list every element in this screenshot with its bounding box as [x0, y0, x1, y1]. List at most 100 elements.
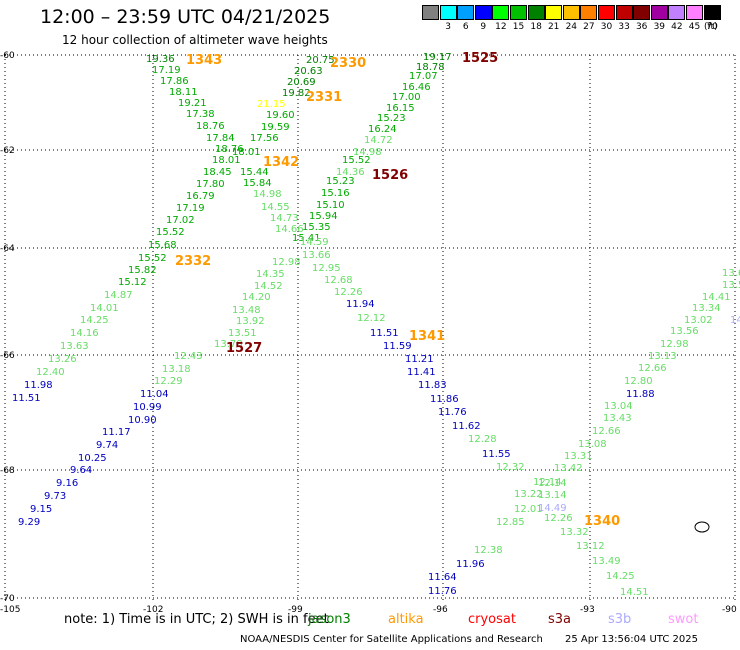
lat-lon-grid [4, 54, 736, 600]
wave-height-value: 13.26 [48, 354, 77, 365]
wave-height-value: 11.96 [456, 559, 485, 570]
legend-label: 27 [583, 22, 595, 32]
wave-height-value: 15.12 [118, 277, 147, 288]
legend-swatch [545, 5, 563, 20]
wave-height-value: 17.19 [176, 203, 205, 214]
legend-label: 15 [512, 22, 525, 32]
legend-label: 21 [547, 22, 560, 32]
lon-label: -93 [580, 605, 595, 615]
pass-number-label: 1526 [372, 168, 408, 183]
wave-height-value: 9.15 [30, 504, 52, 515]
wave-height-value: 18.01 [212, 155, 241, 166]
legend-label: 33 [618, 22, 630, 32]
island-outline [694, 521, 710, 533]
wave-height-value: 11.83 [418, 380, 447, 391]
wave-height-value: 15.23 [326, 176, 355, 187]
pass-number-label: 1341 [409, 329, 445, 344]
wave-height-value: 11.62 [452, 421, 481, 432]
legend-label: 42 [671, 22, 683, 32]
wave-height-value: 16.24 [368, 124, 397, 135]
wave-height-value: 14.49 [538, 503, 567, 514]
wave-height-value: 17.80 [196, 179, 225, 190]
wave-height-value: 17.07 [409, 71, 438, 82]
wave-height-value: 12.01 [514, 504, 543, 515]
wave-height-value: 17.00 [392, 92, 421, 103]
wave-height-value: 19.36 [146, 54, 175, 65]
wave-height-value: 11.76 [428, 586, 457, 597]
lon-label: -99 [288, 605, 303, 615]
wave-height-value: 19.59 [261, 122, 290, 133]
wave-height-value: 16.15 [386, 103, 415, 114]
wave-height-value: 11.86 [430, 394, 459, 405]
wave-height-value: 13.08 [578, 439, 607, 450]
wave-height-value: 13.04 [604, 401, 633, 412]
wave-height-value: 13.56 [670, 326, 699, 337]
wave-height-value: 13.22 [514, 489, 543, 500]
legend-swatch [580, 5, 598, 20]
legend-swatch [457, 5, 475, 20]
wave-height-value: 13.13 [648, 351, 677, 362]
wave-height-value: 12.29 [154, 376, 183, 387]
wave-height-value: 14.98 [353, 147, 382, 158]
legend-label: 30 [600, 22, 613, 32]
legend-swatch [633, 5, 651, 20]
pass-number-label: 1527 [226, 341, 262, 356]
wave-height-value: 17.38 [186, 109, 215, 120]
legend-label: 9 [480, 22, 487, 32]
wave-height-value: 13.6 [722, 268, 740, 279]
wave-height-value: 14.36 [336, 167, 365, 178]
wave-height-value: 9.64 [70, 465, 92, 476]
wave-height-value: 14.52 [254, 281, 283, 292]
wave-height-value: 13.43 [603, 413, 632, 424]
wave-height-value: 15.35 [302, 222, 331, 233]
wave-height-value: 16.46 [402, 82, 431, 93]
legend-swatch [668, 5, 686, 20]
wave-height-value: 13.66 [302, 250, 331, 261]
wave-height-value: 12.85 [496, 517, 525, 528]
wave-height-value: 11.41 [407, 367, 436, 378]
wave-height-value: 12.40 [36, 367, 65, 378]
wave-height-value: 12.32 [496, 462, 525, 473]
wave-height-value: 13.48 [232, 305, 261, 316]
wave-height-value: 15.16 [321, 188, 350, 199]
wave-height-value: 9.16 [56, 478, 78, 489]
satellite-name: altika [388, 612, 424, 627]
pass-number-label: 1340 [584, 514, 620, 529]
wave-height-value: 21.15 [257, 99, 286, 110]
wave-height-value: 17.19 [152, 65, 181, 76]
wave-height-value: 12.14 [538, 478, 567, 489]
wave-height-value: 14.16 [70, 328, 99, 339]
satellite-name: jason3 [308, 612, 351, 627]
axis-labels: -60 -62 -64 -66 -68 -70-105 -102 -99 -96 -93 -90 [0, 51, 737, 615]
wave-height-value: 11.17 [102, 427, 131, 438]
wave-height-value: 12.66 [592, 426, 621, 437]
wave-height-value: 15.41 [292, 233, 321, 244]
pass-number-label: 2330 [330, 56, 366, 71]
map-subtitle: 12 hour collection of altimeter wave hei… [62, 33, 328, 47]
wave-height-value: 17.56 [250, 133, 279, 144]
wave-height-value: 11.21 [405, 354, 434, 365]
wave-height-value: 9.74 [96, 440, 118, 451]
legend-swatch [615, 5, 633, 20]
wave-height-value: 12.43 [174, 351, 203, 362]
wave-height-value: 12.66 [638, 363, 667, 374]
wave-height-value: 20.63 [294, 66, 323, 77]
wave-height-value: 11.04 [140, 389, 169, 400]
wave-height-value: 9.29 [18, 517, 40, 528]
wave-height-value: 13.02 [684, 315, 713, 326]
wave-height-value: 12.38 [474, 545, 503, 556]
satellite-name: cryosat [468, 612, 516, 627]
wave-height-value: 12.80 [624, 376, 653, 387]
wave-height-value: 14.01 [90, 303, 119, 314]
wave-height-value: 13.49 [592, 556, 621, 567]
wave-height-value: 17.86 [160, 76, 189, 87]
wave-height-value: 13.92 [236, 316, 265, 327]
legend-swatch [686, 5, 703, 20]
wave-height-value: 15.10 [316, 200, 345, 211]
lat-label: -68 [0, 466, 15, 476]
wave-height-value: 14.41 [702, 292, 731, 303]
wave-height-value: 13.51 [228, 328, 257, 339]
wave-height-value: 10.99 [133, 402, 162, 413]
wave-height-value: 11.59 [383, 341, 412, 352]
wave-height-value: 11.51 [12, 393, 41, 404]
